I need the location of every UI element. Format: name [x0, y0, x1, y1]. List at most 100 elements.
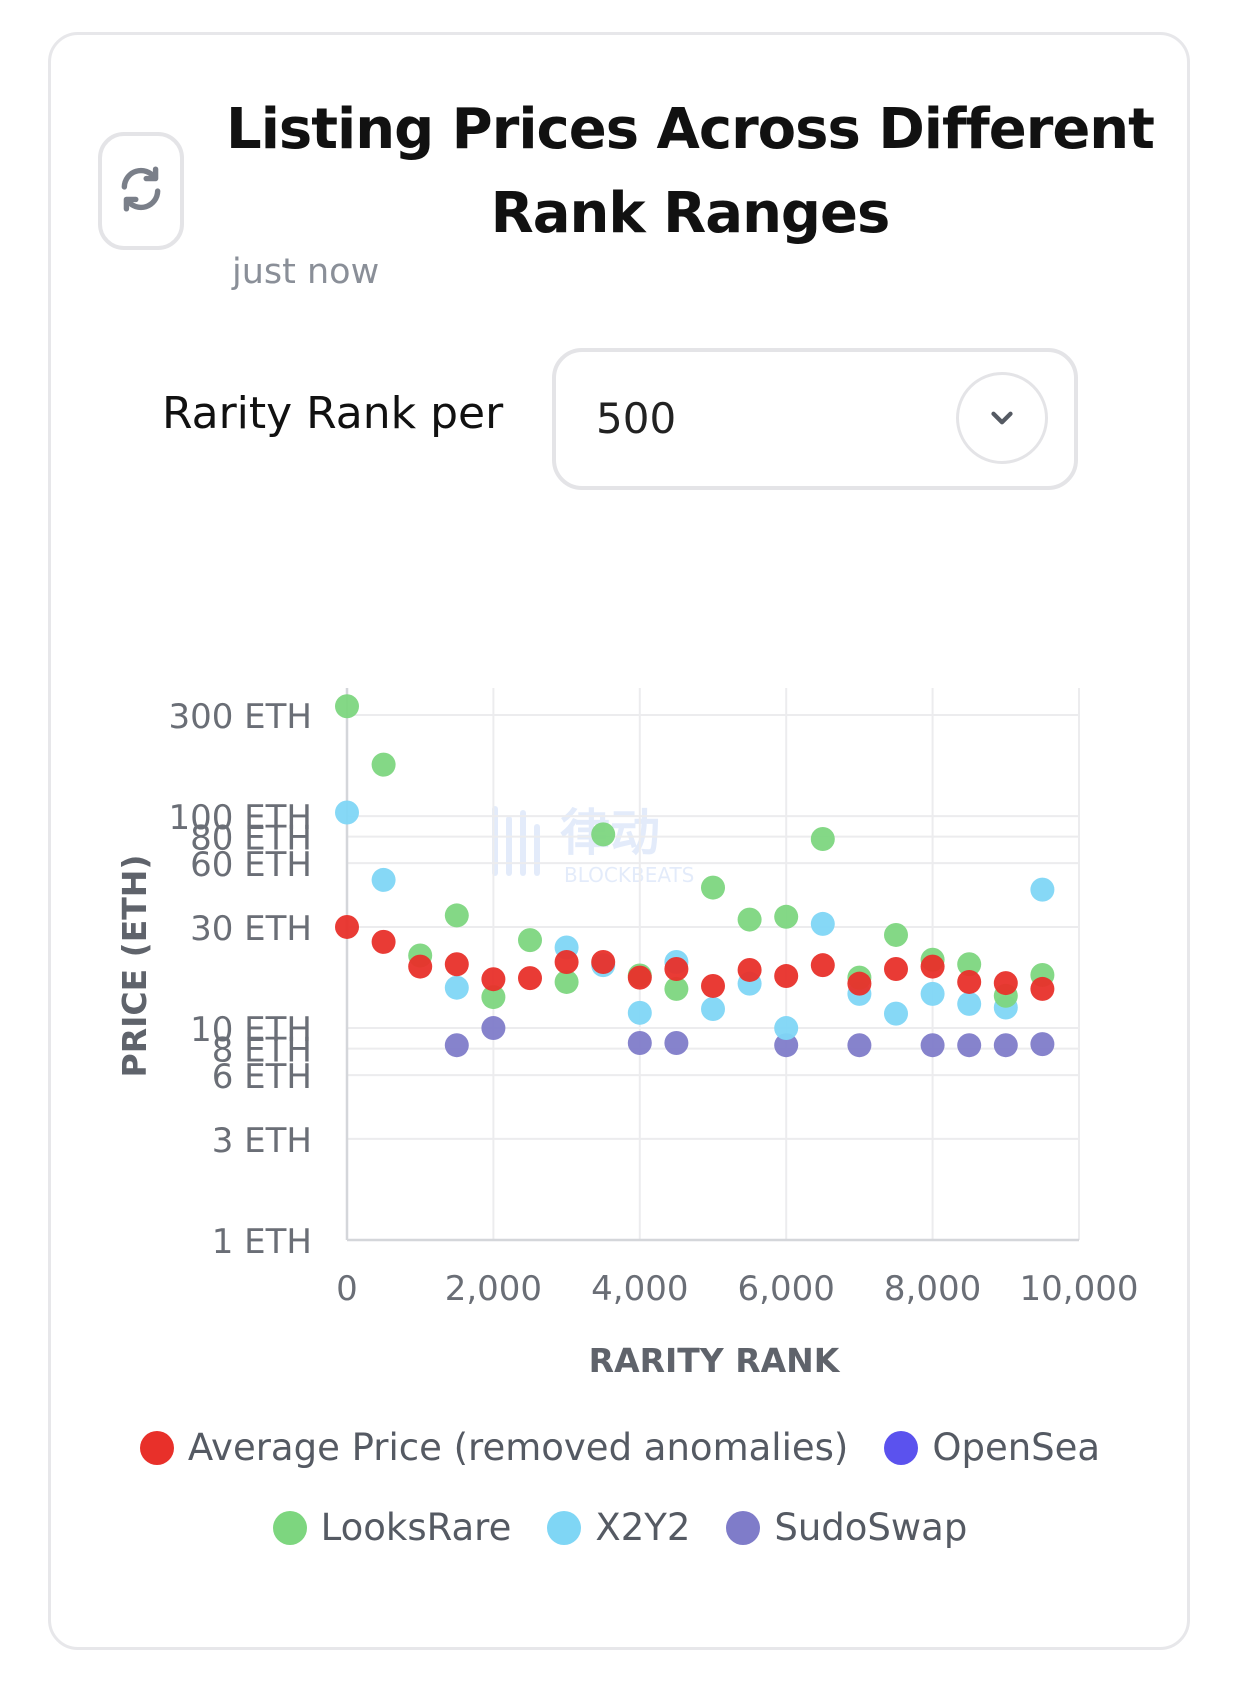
data-point-x2y2[interactable]: [774, 1016, 799, 1041]
data-point-sudoswap[interactable]: [444, 1033, 469, 1058]
data-point-looksrare[interactable]: [518, 928, 542, 953]
data-point-average-price-removed-anomalies[interactable]: [591, 949, 616, 974]
data-point-x2y2[interactable]: [884, 1001, 908, 1026]
x-tick-label: 6,000: [738, 1269, 835, 1309]
legend-color-dot: [139, 1430, 174, 1465]
legend-item[interactable]: SudoSwap: [726, 1506, 967, 1549]
refresh-button[interactable]: [98, 132, 184, 250]
data-point-sudoswap[interactable]: [957, 1033, 982, 1058]
data-point-x2y2[interactable]: [627, 1000, 652, 1025]
legend-label: Average Price (removed anomalies): [187, 1426, 849, 1469]
data-point-looksrare[interactable]: [481, 985, 506, 1010]
y-tick-label: 6 ETH: [212, 1057, 312, 1097]
y-axis-label: PRICE (ETH): [115, 855, 154, 1078]
legend-color-dot: [272, 1510, 307, 1545]
data-point-x2y2[interactable]: [371, 867, 396, 892]
data-point-average-price-removed-anomalies[interactable]: [444, 952, 469, 977]
data-point-looksrare[interactable]: [335, 694, 359, 719]
data-point-sudoswap[interactable]: [664, 1031, 689, 1056]
y-tick-label: 300 ETH: [168, 697, 312, 737]
data-point-sudoswap[interactable]: [920, 1033, 945, 1058]
data-point-looksrare[interactable]: [774, 904, 799, 929]
data-point-sudoswap[interactable]: [993, 1033, 1018, 1058]
x-tick-label: 10,000: [1020, 1269, 1139, 1309]
rank-range-select-value: 500: [596, 394, 677, 443]
data-point-average-price-removed-anomalies[interactable]: [957, 969, 982, 994]
y-tick-label: 10 ETH: [190, 1010, 312, 1050]
legend-item[interactable]: OpenSea: [884, 1426, 1100, 1469]
data-point-average-price-removed-anomalies[interactable]: [627, 965, 652, 990]
data-point-average-price-removed-anomalies[interactable]: [847, 971, 872, 996]
data-point-average-price-removed-anomalies[interactable]: [518, 966, 542, 991]
legend-label: LooksRare: [320, 1506, 512, 1549]
x-tick-label: 0: [336, 1269, 358, 1309]
data-point-sudoswap[interactable]: [774, 1033, 799, 1058]
data-point-x2y2[interactable]: [1030, 877, 1055, 902]
data-point-looksrare[interactable]: [737, 907, 762, 932]
data-point-looksrare[interactable]: [701, 875, 725, 900]
legend-row-1: Average Price (removed anomalies) OpenSea: [80, 1426, 1160, 1469]
refresh-icon: [116, 164, 166, 219]
data-point-average-price-removed-anomalies[interactable]: [481, 967, 506, 992]
data-point-average-price-removed-anomalies[interactable]: [810, 953, 835, 978]
data-point-looksrare[interactable]: [957, 952, 982, 977]
data-point-looksrare[interactable]: [444, 903, 469, 928]
data-point-x2y2[interactable]: [920, 981, 945, 1006]
updated-timestamp: just now: [232, 252, 380, 292]
y-tick-label: 80 ETH: [190, 819, 312, 859]
legend-item[interactable]: Average Price (removed anomalies): [139, 1426, 849, 1469]
legend-color-dot: [547, 1510, 582, 1545]
data-point-average-price-removed-anomalies[interactable]: [554, 949, 579, 974]
x-tick-label: 4,000: [591, 1269, 688, 1309]
data-point-x2y2[interactable]: [335, 800, 359, 825]
blockbeats-watermark: 律动 BLOCKBEATS: [492, 800, 752, 890]
legend-item[interactable]: LooksRare: [272, 1506, 512, 1549]
data-point-looksrare[interactable]: [884, 922, 908, 947]
data-point-average-price-removed-anomalies[interactable]: [920, 954, 945, 979]
chevron-down-icon[interactable]: [956, 372, 1048, 464]
data-point-looksrare[interactable]: [810, 826, 835, 851]
data-point-average-price-removed-anomalies[interactable]: [408, 954, 433, 979]
data-point-average-price-removed-anomalies[interactable]: [664, 956, 689, 981]
data-point-sudoswap[interactable]: [1030, 1032, 1055, 1057]
legend-label: SudoSwap: [774, 1506, 968, 1549]
legend-item[interactable]: X2Y2: [547, 1506, 690, 1549]
data-point-average-price-removed-anomalies[interactable]: [335, 914, 359, 939]
data-point-average-price-removed-anomalies[interactable]: [371, 929, 396, 954]
data-point-x2y2[interactable]: [957, 991, 982, 1016]
y-tick-label: 1 ETH: [212, 1222, 312, 1262]
data-point-average-price-removed-anomalies[interactable]: [737, 957, 762, 982]
data-point-average-price-removed-anomalies[interactable]: [1030, 976, 1055, 1001]
data-point-x2y2[interactable]: [444, 975, 469, 1000]
data-point-x2y2[interactable]: [701, 997, 725, 1022]
x-tick-label: 2,000: [445, 1269, 542, 1309]
legend-color-dot: [884, 1430, 919, 1465]
rank-range-select[interactable]: 500: [552, 348, 1078, 490]
y-tick-label: 60 ETH: [190, 845, 312, 885]
data-point-sudoswap[interactable]: [481, 1016, 506, 1041]
legend-label: X2Y2: [595, 1506, 691, 1549]
legend-row-2: LooksRare X2Y2 SudoSwap: [80, 1506, 1160, 1549]
data-point-looksrare[interactable]: [554, 969, 579, 994]
rarity-rank-label: Rarity Rank per: [162, 388, 504, 439]
data-point-looksrare[interactable]: [664, 976, 689, 1001]
data-point-average-price-removed-anomalies[interactable]: [701, 973, 725, 998]
y-tick-label: 3 ETH: [212, 1121, 312, 1161]
chart-card: [48, 32, 1190, 1650]
chart-title-line1: Listing Prices Across Different: [226, 97, 1155, 162]
data-point-looksrare[interactable]: [591, 822, 616, 847]
y-tick-label: 100 ETH: [168, 798, 312, 838]
chart-title: Listing Prices Across Different Rank Ran…: [210, 88, 1170, 256]
data-point-sudoswap[interactable]: [627, 1031, 652, 1056]
legend-label: OpenSea: [932, 1426, 1101, 1469]
y-tick-label: 8 ETH: [212, 1031, 312, 1071]
data-point-average-price-removed-anomalies[interactable]: [774, 964, 799, 989]
data-point-x2y2[interactable]: [810, 911, 835, 936]
data-point-looksrare[interactable]: [371, 752, 396, 777]
data-point-average-price-removed-anomalies[interactable]: [884, 956, 908, 981]
chart-points: [335, 694, 1055, 1058]
watermark-subtext: BLOCKBEATS: [564, 863, 694, 887]
data-point-average-price-removed-anomalies[interactable]: [993, 971, 1018, 996]
data-point-sudoswap[interactable]: [847, 1033, 872, 1058]
